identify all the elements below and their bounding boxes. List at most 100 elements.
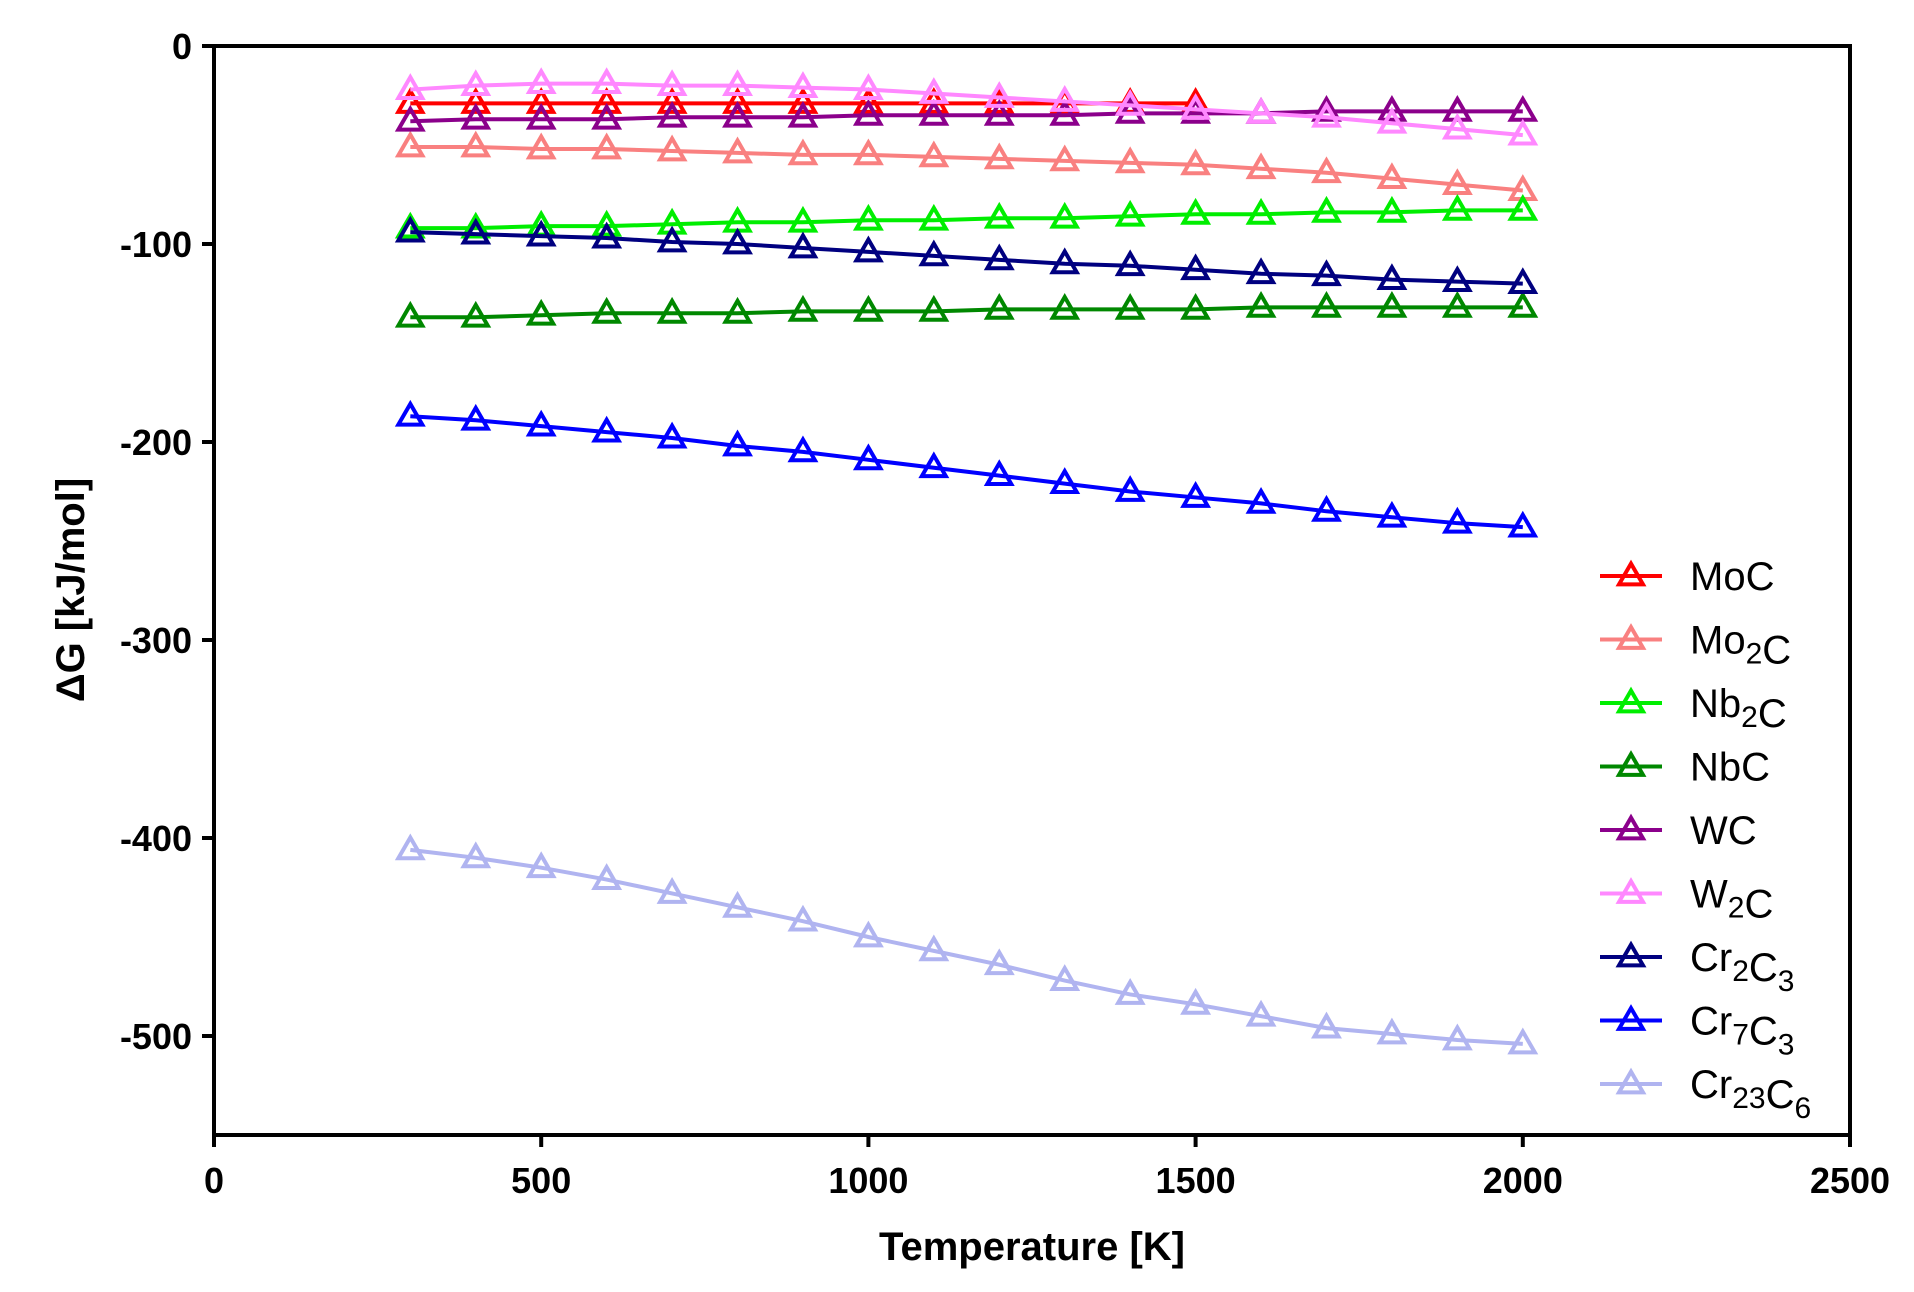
data-point [460,87,492,114]
data-point [722,100,753,128]
legend-item-moc: MoC [1600,555,1774,599]
legend-item-mo2c: Mo2C [1600,619,1791,673]
data-point [1311,100,1342,128]
data-point [1376,94,1408,122]
legend-item-w2c: W2C [1600,873,1773,927]
data-point [1114,249,1146,277]
legend-label: Cr2C3 [1690,936,1794,998]
data-point [852,443,884,471]
series-nb2c [394,193,1539,239]
data-point [1114,978,1146,1005]
x-axis-ticks: 0 500 1000 1500 2000 2500 [204,1135,1890,1201]
data-point [983,87,1015,114]
legend-label: WC [1690,809,1757,853]
data-point [591,863,623,890]
legend-marker [1615,940,1647,968]
data-point [1245,197,1277,225]
data-point [525,102,557,130]
data-point [1311,494,1342,522]
y-tick-label: -200 [120,422,192,463]
data-point [1311,259,1342,287]
data-point [918,140,950,168]
series-cr23c6 [394,833,1539,1055]
data-point [1049,467,1081,494]
data-point [1441,506,1473,534]
data-point [525,851,557,879]
legend-label: Cr7C3 [1690,1000,1794,1062]
data-point [525,409,557,437]
data-point [983,81,1015,108]
series-w2c [394,67,1539,146]
y-axis-title: ΔG [kJ/mol] [49,478,93,702]
data-point [1114,199,1146,227]
data-point [983,459,1015,487]
series-line-cr2c3 [410,230,1523,286]
data-point [1507,193,1539,221]
data-point [525,298,557,326]
data-point [1441,193,1473,221]
data-point [656,877,688,904]
data-point [591,102,623,130]
data-point [460,102,492,130]
data-point [1114,292,1146,320]
data-point [787,904,819,932]
data-point [591,209,623,237]
data-point [1245,999,1277,1027]
data-point [1114,88,1146,116]
data-point [722,87,753,114]
data-point [787,100,819,128]
data-point [983,98,1015,126]
data-point [460,300,492,328]
data-point [1376,500,1408,528]
data-point [787,138,819,166]
data-point [1376,195,1408,223]
data-point [787,205,819,233]
data-point [1311,1011,1342,1039]
data-point [656,69,688,96]
legend-label: Mo2C [1690,619,1791,673]
data-point [591,132,623,160]
data-point [1441,112,1473,140]
data-point [656,296,688,324]
data-point [1311,156,1342,184]
data-point [394,73,426,100]
data-point [1180,987,1212,1015]
data-point [394,833,426,861]
data-point [1507,118,1539,146]
data-point [983,948,1015,976]
x-tick-label: 1000 [828,1160,908,1201]
series-line-mo2c [410,144,1523,193]
data-point [1245,486,1277,514]
data-point [983,292,1015,320]
data-point [1180,253,1212,281]
data-point [1441,290,1473,318]
data-point [656,225,688,253]
legend-marker [1615,1067,1647,1095]
legend-marker [1615,686,1647,714]
data-point [656,100,688,128]
x-axis-title: Temperature [K] [879,1225,1185,1269]
data-point [918,203,950,231]
data-point [394,300,426,328]
data-point [1507,510,1539,538]
data-point [1311,94,1342,122]
data-point [722,69,753,96]
data-point [460,211,492,239]
data-point [394,399,426,427]
series-line-w2c [410,81,1523,138]
legend-label: Cr23C6 [1690,1063,1811,1125]
data-point [1311,195,1342,223]
data-point [852,235,884,263]
data-point [1114,146,1146,174]
data-point [1311,290,1342,318]
data-point [722,136,753,164]
data-point [1376,162,1408,190]
data-point [460,403,492,431]
data-point [852,920,884,948]
legend-item-cr2c3: Cr2C3 [1600,936,1794,998]
data-point [918,98,950,126]
legend-item-wc: WC [1600,809,1757,853]
data-point [918,934,950,962]
